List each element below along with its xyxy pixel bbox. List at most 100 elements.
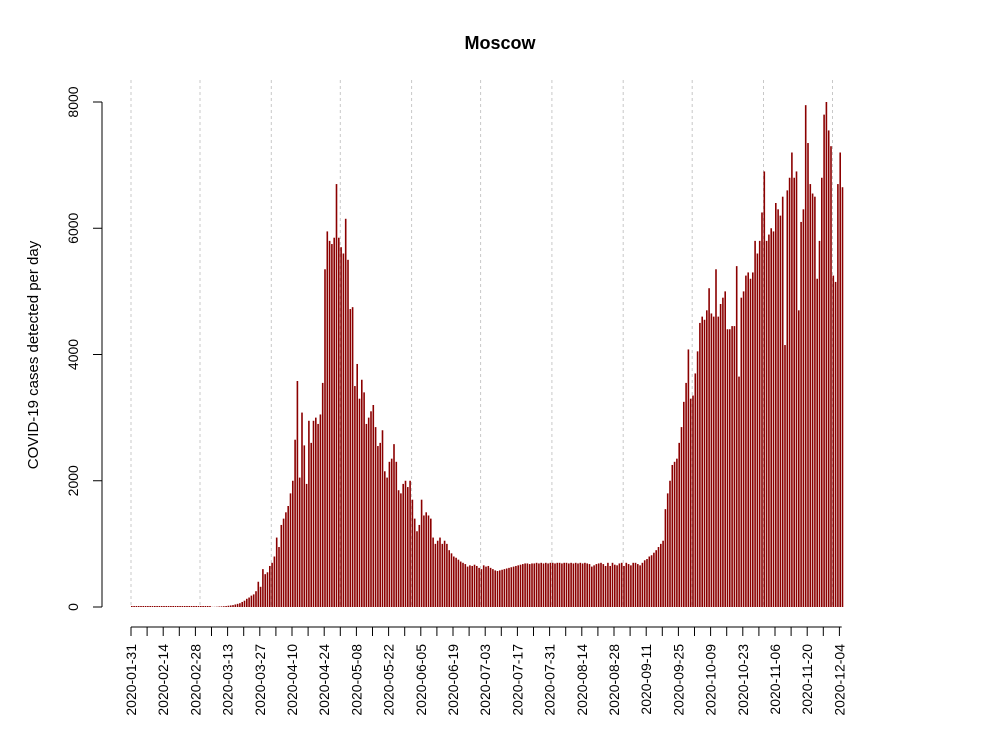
y-tick-label: 2000 <box>65 465 81 496</box>
bar <box>379 442 381 607</box>
bar <box>591 566 593 607</box>
bar <box>531 563 533 607</box>
bar <box>655 550 657 607</box>
bar <box>172 606 174 607</box>
bar <box>676 458 678 607</box>
bar <box>648 556 651 607</box>
bar <box>200 606 202 607</box>
bar <box>255 591 257 607</box>
bar <box>816 278 818 607</box>
bar <box>252 594 255 607</box>
bar <box>742 291 745 607</box>
bar <box>381 430 384 607</box>
bar <box>745 275 747 607</box>
bar <box>496 571 499 607</box>
bar <box>584 562 586 607</box>
bar <box>413 518 416 607</box>
bar <box>271 562 273 607</box>
bar <box>678 442 680 607</box>
bar <box>556 562 559 607</box>
bar <box>386 477 388 607</box>
bar <box>499 570 501 607</box>
bar <box>687 349 690 607</box>
bar <box>756 253 759 607</box>
x-tick-label: 2020-01-31 <box>123 644 139 716</box>
bar <box>791 152 793 607</box>
bar <box>241 601 243 607</box>
bar <box>807 143 809 607</box>
bar <box>632 562 634 607</box>
bar <box>423 515 425 607</box>
x-tick-label: 2020-08-14 <box>574 644 590 716</box>
bar <box>156 606 158 607</box>
bar <box>342 253 345 607</box>
bar <box>683 401 685 607</box>
bar <box>197 606 200 607</box>
bar <box>627 564 630 607</box>
bar <box>328 240 331 607</box>
bar <box>731 326 733 607</box>
bar <box>708 288 710 607</box>
bar <box>305 483 308 607</box>
bar <box>830 146 832 607</box>
bar <box>772 231 775 607</box>
bar <box>545 562 547 607</box>
bar <box>432 537 434 607</box>
x-tick-label: 2020-03-27 <box>252 644 268 716</box>
bar <box>478 567 480 607</box>
bar <box>338 237 340 607</box>
bars <box>131 102 844 607</box>
bar <box>597 563 600 607</box>
bar <box>377 446 379 607</box>
bar <box>457 559 460 607</box>
bar <box>170 606 172 607</box>
bar <box>248 597 250 607</box>
bar <box>324 269 326 607</box>
y-axis: 0 2000 4000 6000 8000 <box>65 86 103 611</box>
bar <box>439 537 441 607</box>
bar <box>770 228 772 607</box>
bar <box>144 606 147 607</box>
bar <box>574 562 577 607</box>
bar <box>372 405 375 607</box>
bar <box>489 567 492 607</box>
bar <box>239 603 241 607</box>
bar <box>570 562 572 607</box>
bar <box>795 171 798 607</box>
bar <box>462 562 464 607</box>
bar <box>630 565 632 607</box>
bar <box>404 480 407 607</box>
bar <box>151 606 154 607</box>
bar <box>319 414 322 607</box>
bar <box>388 461 391 607</box>
bar <box>540 562 542 607</box>
bar <box>395 461 398 607</box>
bar <box>326 231 329 607</box>
bar <box>181 606 184 607</box>
bar <box>515 565 517 607</box>
bar <box>692 395 694 607</box>
bar <box>450 553 453 607</box>
x-tick-label: 2020-06-05 <box>413 644 429 716</box>
bar <box>131 606 133 607</box>
x-tick-label: 2020-11-20 <box>799 644 815 715</box>
bar <box>223 606 225 607</box>
bar <box>779 215 782 607</box>
bar <box>609 565 611 607</box>
bar <box>356 363 358 607</box>
bar <box>167 606 170 607</box>
bar <box>712 316 715 607</box>
bar <box>761 212 763 607</box>
bar <box>266 572 269 607</box>
bar <box>471 565 473 607</box>
bar <box>510 567 513 607</box>
x-tick-label: 2020-07-17 <box>509 644 525 716</box>
bar <box>466 566 469 607</box>
bar <box>777 209 779 607</box>
bar <box>660 543 662 607</box>
bar <box>234 604 237 607</box>
x-tick-label: 2020-10-09 <box>703 644 719 716</box>
bar <box>837 184 839 607</box>
bar <box>363 392 365 607</box>
